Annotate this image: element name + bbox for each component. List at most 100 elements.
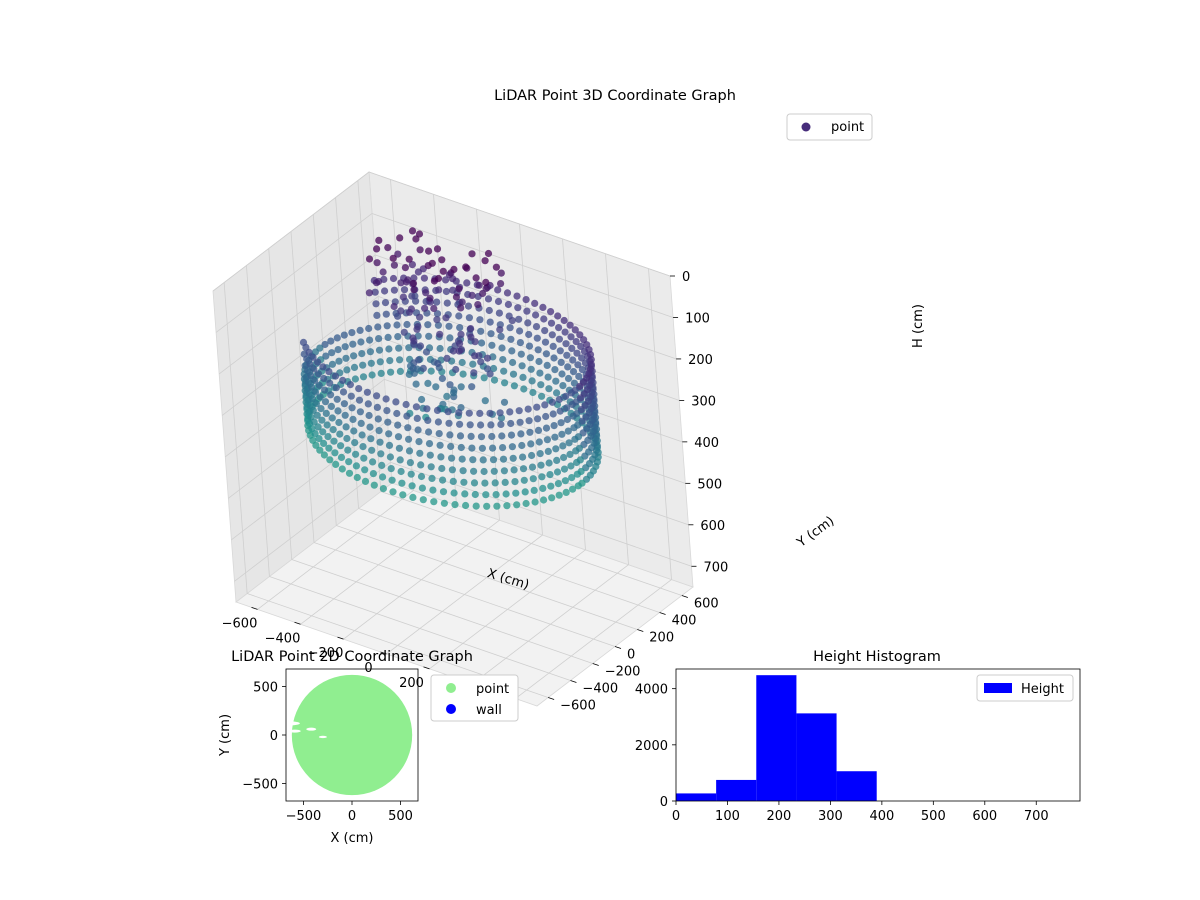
scatter-point — [396, 356, 404, 364]
scatter-point — [512, 489, 520, 497]
scatter-point — [481, 257, 489, 265]
scatter-point — [405, 255, 413, 263]
scatter-point — [384, 244, 392, 252]
scatter-point — [433, 316, 441, 324]
scatter-point — [363, 388, 371, 396]
scatter-point — [567, 462, 575, 470]
scatter-point — [560, 465, 569, 473]
scatter-point — [416, 313, 424, 321]
scatter-point — [314, 358, 322, 366]
scatter-point — [535, 438, 543, 446]
scatter-point — [449, 477, 457, 485]
scatter-point — [370, 481, 378, 489]
scatter-point — [344, 446, 352, 454]
y-tick — [681, 595, 688, 598]
scatter-point — [481, 479, 489, 487]
scatter-point — [563, 404, 571, 412]
y-tick-label: 2000 — [635, 739, 668, 754]
scatter-point — [419, 496, 427, 504]
scatter-point — [355, 396, 364, 404]
scatter-point — [308, 395, 317, 403]
scatter-point — [499, 444, 507, 452]
scatter-point — [442, 314, 450, 322]
scatter-point — [427, 367, 435, 375]
scatter-point — [438, 464, 446, 473]
scatter-point — [468, 383, 476, 391]
scatter-point — [497, 269, 505, 277]
scatter-point — [394, 250, 402, 258]
scatter-point — [410, 337, 418, 345]
scatter-point — [436, 330, 444, 338]
scatter-point — [507, 419, 515, 428]
scatter-point — [348, 329, 356, 337]
scatter-point — [530, 486, 538, 494]
scatter-point — [554, 312, 562, 320]
scatter-point — [572, 338, 580, 346]
scatter-point — [430, 304, 438, 313]
grid-line — [368, 171, 671, 277]
scatter-point — [470, 479, 479, 487]
scatter-point — [566, 321, 574, 329]
scatter-point — [435, 286, 443, 294]
scatter-point — [410, 286, 418, 294]
x-tick-label: 100 — [715, 809, 740, 824]
scatter-point — [401, 264, 409, 272]
scatter-point — [456, 340, 464, 348]
y-tick-label: −500 — [242, 778, 278, 793]
scatter-point — [385, 345, 393, 353]
scatter-point — [427, 463, 435, 471]
scatter-point — [351, 439, 359, 447]
scatter-point — [449, 286, 457, 294]
scatter-point — [316, 446, 324, 454]
scatter-point — [327, 402, 335, 410]
scatter-point — [525, 342, 534, 350]
scatter-point — [548, 398, 557, 406]
scatter-point — [382, 395, 390, 403]
scatter-point — [337, 453, 346, 461]
scatter-point — [375, 335, 383, 343]
scatter-point — [414, 268, 422, 276]
scatter-point — [389, 488, 397, 496]
scatter-point — [361, 477, 370, 485]
scatter-point — [325, 444, 333, 452]
y-tick — [548, 697, 555, 700]
legend-height-swatch — [984, 683, 1012, 693]
scatter-point — [468, 250, 476, 258]
scatter-point — [479, 456, 487, 464]
scatter-point — [366, 336, 374, 344]
scatter-point — [523, 307, 531, 315]
scatter-point — [526, 354, 535, 362]
legend-height-label: Height — [1021, 682, 1064, 697]
scatter-point — [412, 380, 420, 388]
chart-2d-plot-area — [286, 674, 413, 796]
scatter-point — [448, 466, 456, 474]
scatter-point — [574, 482, 582, 490]
scatter-point — [328, 360, 337, 368]
scatter-point — [377, 450, 385, 458]
scatter-point — [373, 259, 381, 267]
scatter-point — [359, 443, 367, 451]
scatter-point — [459, 467, 467, 475]
scatter-point — [497, 280, 505, 288]
scatter-point — [541, 401, 549, 409]
scatter-point — [571, 326, 579, 334]
scatter-point — [468, 291, 476, 299]
scatter-point — [557, 358, 565, 366]
scatter-point — [524, 319, 532, 327]
scatter-point — [513, 501, 521, 509]
scatter-point — [399, 491, 407, 499]
scatter-point — [442, 287, 450, 296]
scatter-point — [471, 338, 479, 346]
scatter-point — [458, 455, 466, 463]
scatter-point — [343, 366, 351, 374]
scatter-point — [426, 294, 434, 302]
scatter-point — [424, 416, 432, 424]
scatter-point — [549, 410, 557, 418]
scatter-point — [357, 338, 365, 346]
scatter-point — [544, 373, 552, 381]
scatter-point — [386, 357, 394, 365]
scatter-point — [539, 484, 547, 492]
x-tick-label: 400 — [869, 809, 894, 824]
scatter-point — [437, 453, 445, 461]
scatter-point — [366, 348, 374, 356]
